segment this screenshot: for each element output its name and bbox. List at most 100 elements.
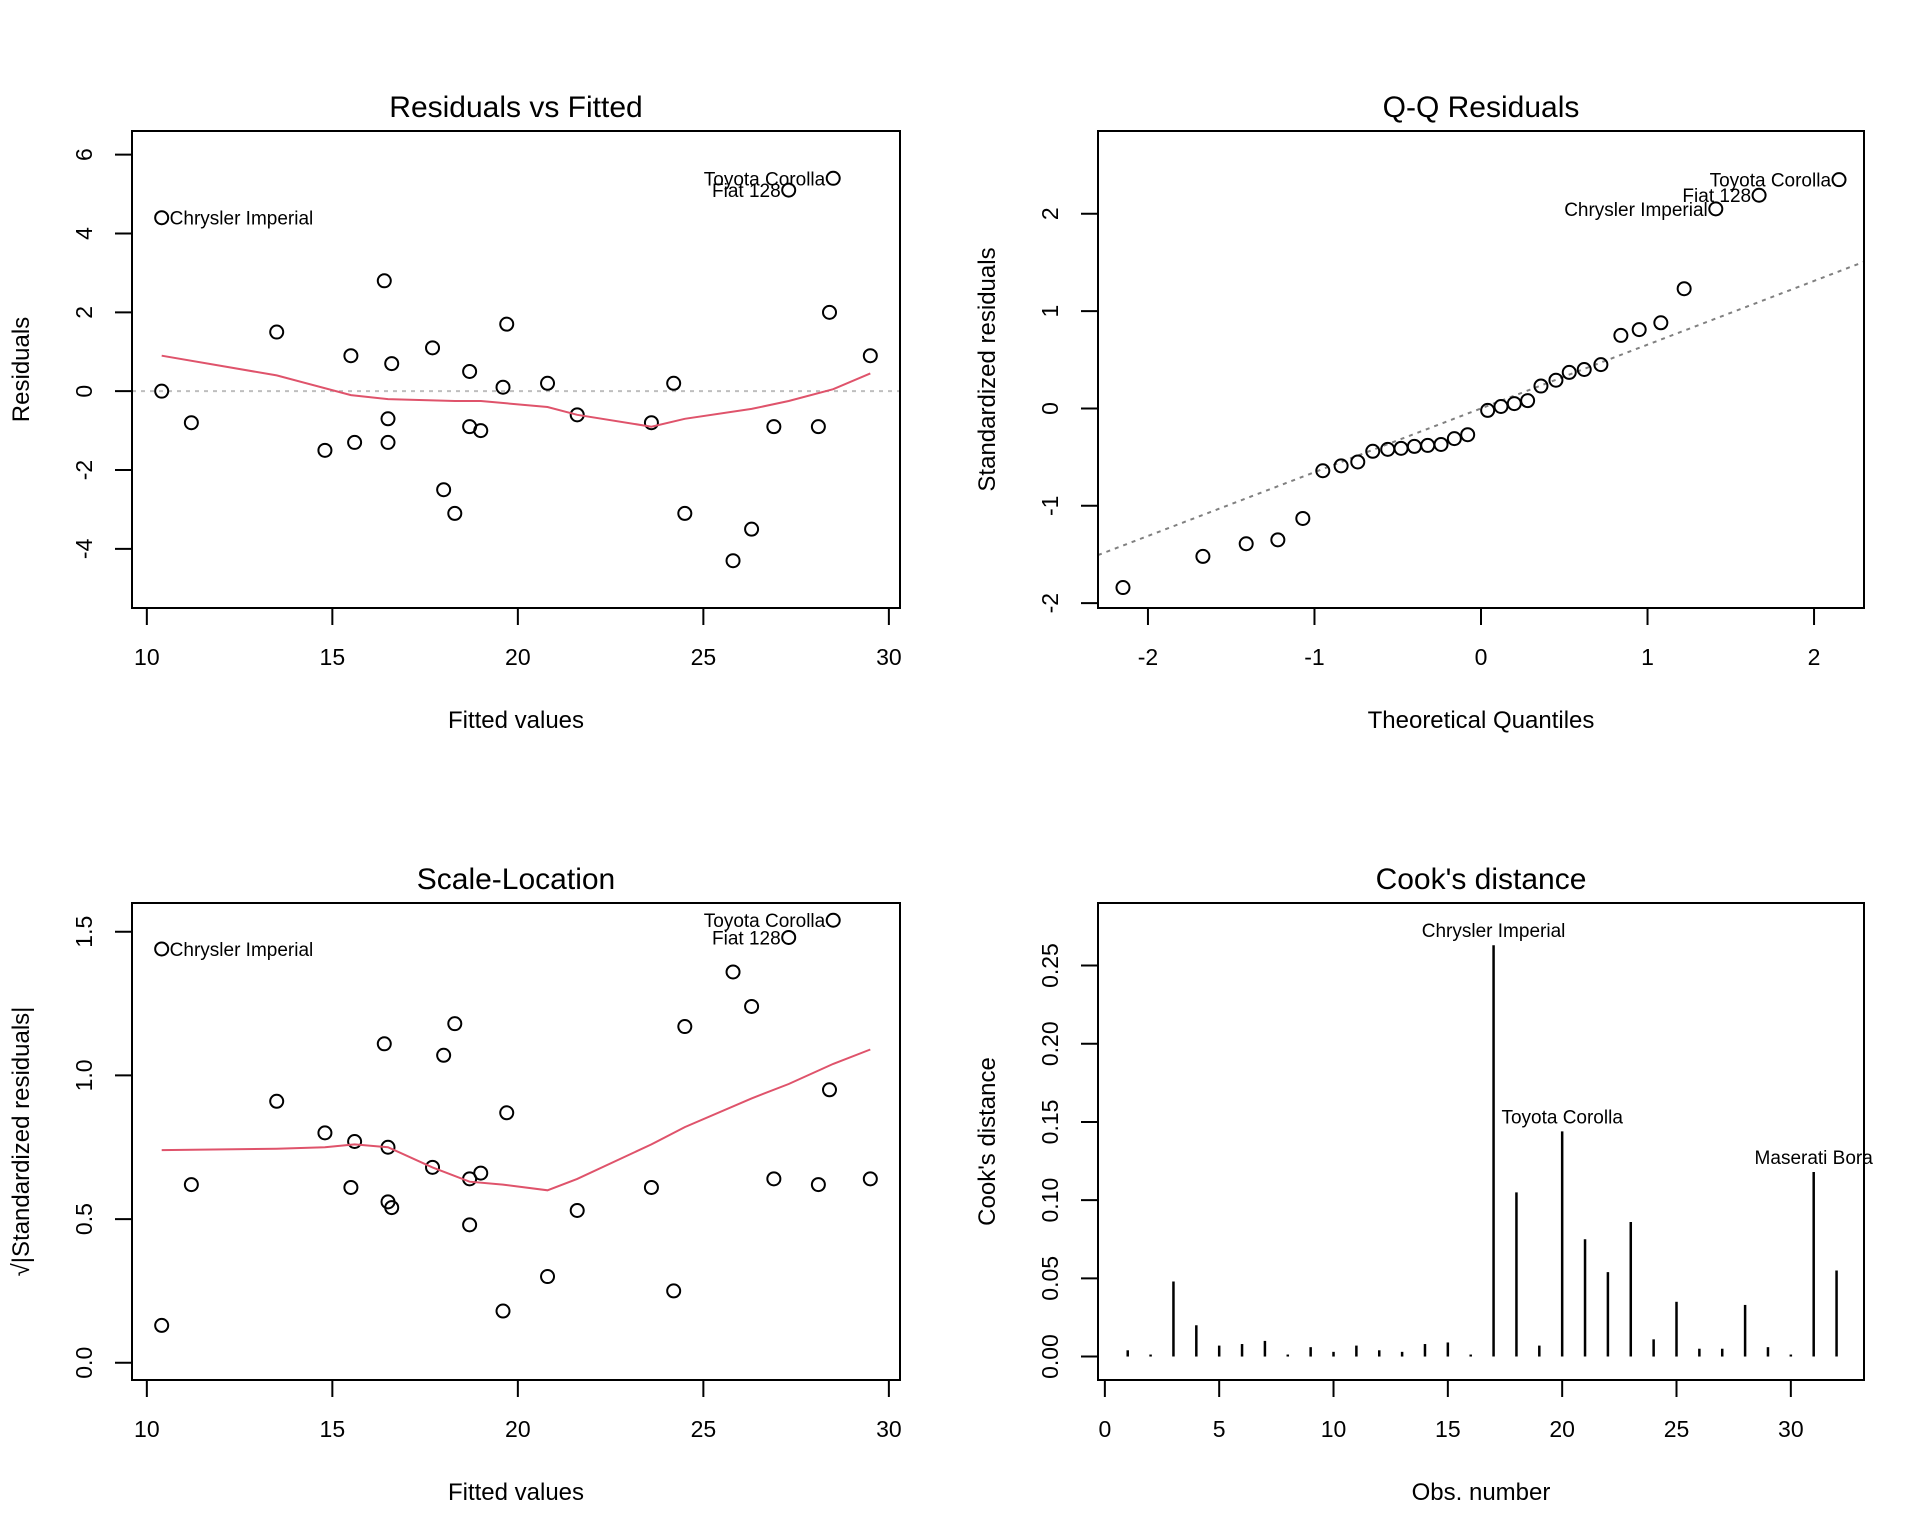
y-tick-label: -4 bbox=[71, 538, 97, 559]
data-point bbox=[677, 505, 693, 521]
x-tick-label: 30 bbox=[876, 1416, 902, 1442]
point-label: Chrysler Imperial bbox=[1564, 200, 1708, 221]
data-point bbox=[317, 1125, 333, 1141]
data-point bbox=[343, 348, 359, 364]
data-point bbox=[1653, 315, 1669, 331]
data-point bbox=[822, 1082, 838, 1098]
x-tick-label: 20 bbox=[505, 644, 531, 670]
data-point bbox=[499, 1105, 515, 1121]
data-point bbox=[1613, 327, 1629, 343]
data-point bbox=[862, 348, 878, 364]
data-point bbox=[1270, 532, 1286, 548]
x-tick-label: 20 bbox=[1549, 1416, 1575, 1442]
data-point bbox=[462, 1217, 478, 1233]
chart-title: Q-Q Residuals bbox=[1383, 91, 1580, 124]
data-point bbox=[317, 442, 333, 458]
data-point bbox=[447, 1016, 463, 1032]
data-point bbox=[1420, 437, 1436, 453]
data-point bbox=[499, 316, 515, 332]
x-tick-label: 25 bbox=[1664, 1416, 1690, 1442]
data-point bbox=[1506, 396, 1522, 412]
data-point bbox=[725, 964, 741, 980]
data-point bbox=[1533, 378, 1549, 394]
y-tick-label: 6 bbox=[71, 148, 97, 161]
y-tick-label: 0.5 bbox=[71, 1203, 97, 1235]
data-point bbox=[1195, 548, 1211, 564]
x-axis-label: Obs. number bbox=[1412, 1479, 1551, 1506]
y-tick-label: -2 bbox=[1037, 593, 1063, 613]
x-tick-label: 0 bbox=[1098, 1416, 1111, 1442]
data-point bbox=[666, 1283, 682, 1299]
data-point bbox=[1446, 431, 1462, 447]
x-tick-label: 30 bbox=[1778, 1416, 1804, 1442]
data-point bbox=[1576, 362, 1592, 377]
data-point bbox=[540, 375, 556, 391]
data-point bbox=[1365, 443, 1381, 459]
y-tick-label: 0.00 bbox=[1037, 1334, 1063, 1379]
plot-frame bbox=[1097, 902, 1865, 1381]
data-point bbox=[862, 1171, 878, 1187]
y-axis-label: Cook's distance bbox=[974, 1057, 1001, 1226]
data-point bbox=[766, 419, 782, 435]
point-label: Toyota Corolla bbox=[704, 169, 826, 190]
data-point bbox=[380, 434, 396, 450]
x-tick-label: 25 bbox=[691, 1416, 717, 1442]
x-tick-label: 15 bbox=[1435, 1416, 1461, 1442]
data-point bbox=[384, 1200, 400, 1216]
data-point bbox=[183, 415, 199, 431]
plot-frame bbox=[131, 130, 901, 609]
data-point bbox=[425, 1159, 441, 1175]
y-tick-label: 0.20 bbox=[1037, 1021, 1063, 1066]
y-tick-label: 2 bbox=[71, 306, 97, 319]
y-tick-label: 4 bbox=[71, 227, 97, 240]
point-label: Chrysler Imperial bbox=[170, 209, 314, 230]
data-point bbox=[343, 1179, 359, 1195]
x-tick-label: 1 bbox=[1641, 644, 1654, 670]
data-point bbox=[781, 182, 797, 198]
x-tick-label: 25 bbox=[691, 644, 717, 670]
panel-scale-location: Scale-Location Fitted values √|Standardize… bbox=[8, 863, 902, 1506]
bar-label: Chrysler Imperial bbox=[1422, 921, 1566, 942]
x-tick-label: 10 bbox=[134, 644, 160, 670]
chart-title: Cook's distance bbox=[1376, 863, 1587, 896]
y-tick-label: 2 bbox=[1037, 207, 1063, 220]
data-point bbox=[1380, 441, 1396, 457]
data-point bbox=[473, 1165, 489, 1181]
data-point bbox=[1406, 438, 1422, 454]
data-point bbox=[347, 434, 363, 450]
y-tick-label: 0.25 bbox=[1037, 943, 1063, 988]
panel-cooks-distance: Cook's distance Obs. number Cook's distanc… bbox=[974, 863, 1873, 1506]
data-point bbox=[781, 929, 797, 945]
plot-frame bbox=[1097, 130, 1865, 609]
data-point bbox=[269, 324, 285, 340]
data-point bbox=[1631, 322, 1647, 338]
data-point bbox=[810, 1177, 826, 1193]
x-tick-label: -2 bbox=[1138, 644, 1158, 670]
x-tick-label: 5 bbox=[1213, 1416, 1226, 1442]
data-point bbox=[1520, 393, 1536, 409]
x-axis-label: Fitted values bbox=[448, 707, 584, 734]
data-point bbox=[1295, 510, 1311, 526]
data-point bbox=[744, 521, 760, 537]
y-tick-label: 1 bbox=[1037, 305, 1063, 318]
data-point bbox=[643, 415, 659, 431]
data-point bbox=[1593, 357, 1609, 373]
data-point bbox=[1831, 172, 1847, 188]
data-point bbox=[825, 170, 841, 186]
data-point bbox=[436, 482, 452, 498]
data-point bbox=[643, 1179, 659, 1195]
bar-label: Toyota Corolla bbox=[1501, 1107, 1623, 1128]
x-axis-label: Theoretical Quantiles bbox=[1368, 707, 1595, 734]
data-point bbox=[1480, 402, 1496, 418]
y-axis-label: Residuals bbox=[8, 317, 35, 422]
data-point bbox=[1751, 187, 1767, 203]
data-point bbox=[744, 998, 760, 1014]
point-label: Toyota Corolla bbox=[1710, 171, 1832, 192]
data-point bbox=[154, 383, 170, 399]
data-point bbox=[462, 363, 478, 379]
data-point bbox=[666, 375, 682, 391]
qq-reference-line bbox=[1097, 260, 1865, 557]
data-point bbox=[1708, 201, 1724, 217]
data-point bbox=[154, 210, 170, 226]
data-point bbox=[1561, 364, 1577, 380]
